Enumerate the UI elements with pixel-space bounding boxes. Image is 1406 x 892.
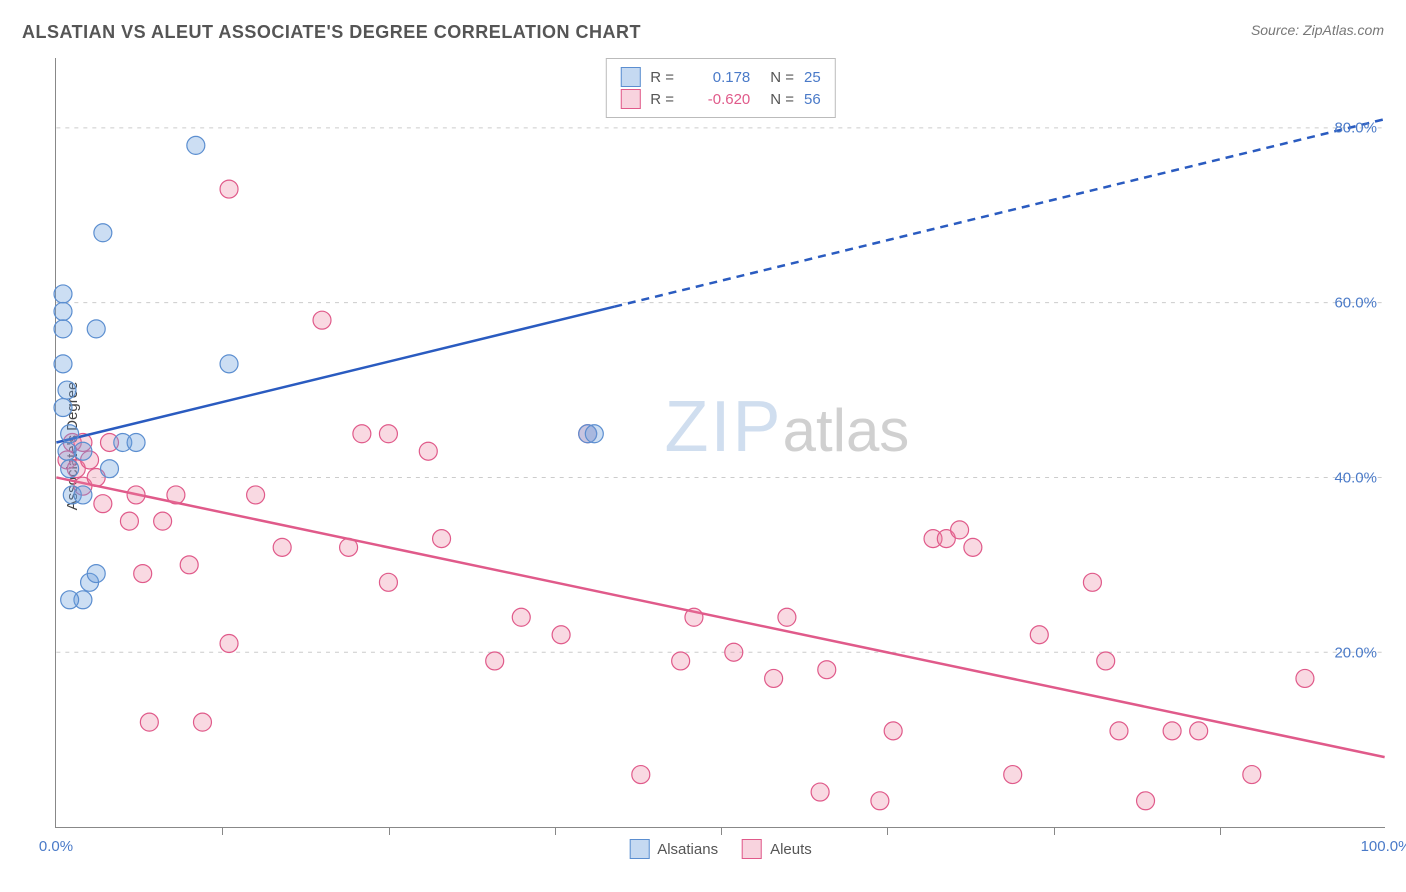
- xtick: [1220, 827, 1221, 835]
- r-label: R =: [650, 69, 680, 86]
- xtick: [222, 827, 223, 835]
- ytick-label: 80.0%: [1334, 120, 1377, 137]
- ytick-label: 40.0%: [1334, 470, 1377, 487]
- xtick: [1054, 827, 1055, 835]
- legend-item-aleuts: Aleuts: [742, 839, 812, 859]
- n-label: N =: [770, 69, 794, 86]
- legend-label-alsatians: Alsatians: [657, 841, 718, 858]
- correlation-legend: R = 0.178 N = 25 R = -0.620 N = 56: [605, 58, 835, 118]
- series-legend: Alsatians Aleuts: [629, 839, 812, 859]
- correlation-row-aleuts: R = -0.620 N = 56: [620, 89, 820, 109]
- swatch-alsatians-icon: [629, 839, 649, 859]
- xtick: [721, 827, 722, 835]
- swatch-aleuts-icon: [742, 839, 762, 859]
- n-value-alsatians: 25: [804, 69, 821, 86]
- plot-area: ZIPatlas R = 0.178 N = 25 R = -0.620 N =…: [55, 58, 1385, 828]
- swatch-alsatians-icon: [620, 67, 640, 87]
- ytick-label: 20.0%: [1334, 645, 1377, 662]
- xtick: [389, 827, 390, 835]
- r-value-alsatians: 0.178: [690, 69, 750, 86]
- source-attribution: Source: ZipAtlas.com: [1251, 22, 1384, 38]
- ytick-label: 60.0%: [1334, 295, 1377, 312]
- xtick-label: 0.0%: [39, 838, 73, 855]
- correlation-row-alsatians: R = 0.178 N = 25: [620, 67, 820, 87]
- legend-label-aleuts: Aleuts: [770, 841, 812, 858]
- xtick: [887, 827, 888, 835]
- source-prefix: Source:: [1251, 22, 1303, 38]
- chart-container: ALSATIAN VS ALEUT ASSOCIATE'S DEGREE COR…: [0, 0, 1406, 892]
- chart-svg: [56, 58, 1385, 827]
- legend-item-alsatians: Alsatians: [629, 839, 718, 859]
- r-label: R =: [650, 91, 680, 108]
- xtick: [555, 827, 556, 835]
- n-value-aleuts: 56: [804, 91, 821, 108]
- swatch-aleuts-icon: [620, 89, 640, 109]
- chart-title: ALSATIAN VS ALEUT ASSOCIATE'S DEGREE COR…: [22, 22, 641, 43]
- r-value-aleuts: -0.620: [690, 91, 750, 108]
- xtick-label: 100.0%: [1361, 838, 1406, 855]
- n-label: N =: [770, 91, 794, 108]
- source-name: ZipAtlas.com: [1303, 22, 1384, 38]
